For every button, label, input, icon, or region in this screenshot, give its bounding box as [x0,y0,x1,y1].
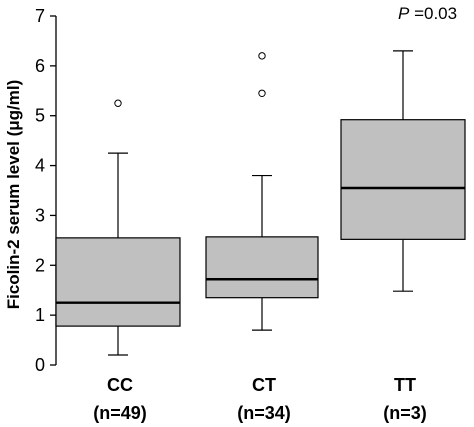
iqr-box [340,119,466,240]
y-tick-label: 1 [35,305,45,325]
p-value-annotation: P =0.03 [398,4,457,23]
y-tick-label: 5 [35,106,45,126]
y-tick-label: 0 [35,355,45,375]
box-group-cc [55,99,181,356]
iqr-box [55,237,181,327]
y-tick-label: 2 [35,255,45,275]
box-group-tt [340,50,466,292]
outlier-point [114,99,122,107]
p-value-text: =0.03 [409,4,457,23]
category-label: CC [107,375,133,395]
y-axis [50,15,57,366]
outlier-point [258,89,266,97]
category-n-label: (n=3) [383,403,427,423]
y-axis-label: Ficolin-2 serum level (μg/ml) [4,80,23,310]
y-tick-label: 6 [35,56,45,76]
y-tick-label: 3 [35,205,45,225]
plot-area [55,50,466,356]
p-symbol: P [398,4,410,23]
category-label: CT [252,375,276,395]
outlier-point [258,52,266,60]
iqr-box [205,236,319,299]
y-tick-label: 4 [35,156,45,176]
y-tick-label: 7 [35,6,45,26]
category-labels: CC (n=49) CT (n=34) TT (n=3) [93,375,427,423]
y-tick-labels: 0 1 2 3 4 5 6 7 [35,6,45,375]
category-n-label: (n=34) [237,403,291,423]
category-n-label: (n=49) [93,403,147,423]
category-label: TT [394,375,416,395]
box-group-ct [205,52,319,331]
